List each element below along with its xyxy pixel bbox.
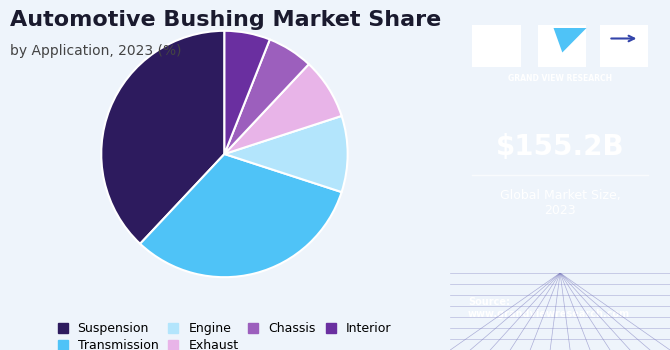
Text: $155.2B: $155.2B bbox=[496, 133, 624, 161]
Text: GRAND VIEW RESEARCH: GRAND VIEW RESEARCH bbox=[508, 74, 612, 83]
Text: Automotive Bushing Market Share: Automotive Bushing Market Share bbox=[10, 10, 442, 30]
Polygon shape bbox=[553, 28, 586, 52]
Text: Global Market Size,
2023: Global Market Size, 2023 bbox=[500, 189, 620, 217]
FancyBboxPatch shape bbox=[538, 25, 586, 66]
Wedge shape bbox=[224, 31, 270, 154]
FancyBboxPatch shape bbox=[472, 25, 521, 66]
Wedge shape bbox=[140, 154, 342, 277]
Wedge shape bbox=[224, 116, 348, 192]
Text: by Application, 2023 (%): by Application, 2023 (%) bbox=[10, 44, 182, 58]
Wedge shape bbox=[224, 64, 342, 154]
Text: Source:
www.grandviewresearch.com: Source: www.grandviewresearch.com bbox=[468, 297, 630, 319]
Wedge shape bbox=[101, 31, 224, 244]
Wedge shape bbox=[224, 40, 309, 154]
Legend: Suspension, Transmission, Engine, Exhaust, Chassis, Interior: Suspension, Transmission, Engine, Exhaus… bbox=[52, 317, 397, 350]
FancyBboxPatch shape bbox=[600, 25, 648, 66]
